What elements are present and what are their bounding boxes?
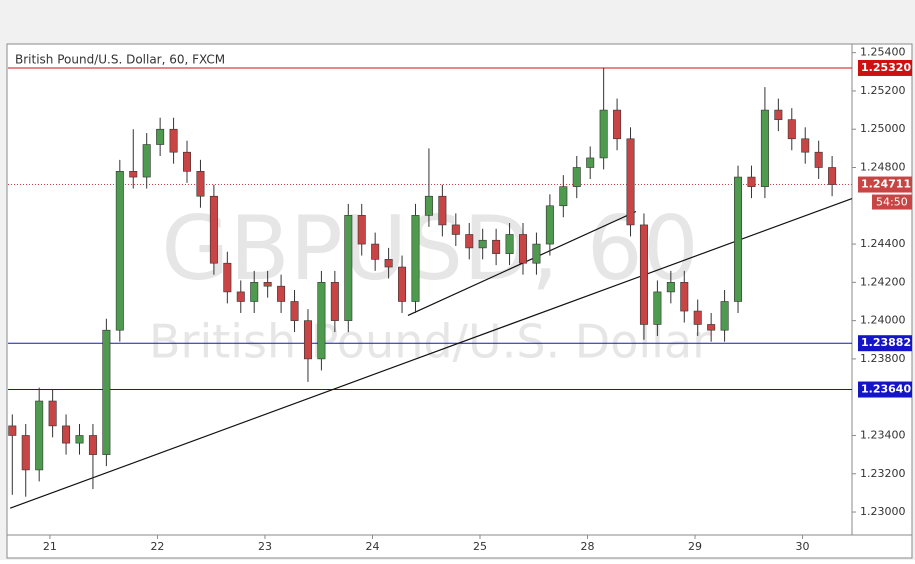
- y-tick-label: 1.25400: [860, 46, 906, 59]
- candle-body: [102, 329, 111, 455]
- candle-body: [760, 109, 769, 187]
- candle-body: [465, 234, 474, 249]
- candle-body: [586, 157, 595, 168]
- candle-body: [62, 425, 71, 444]
- x-tick-label: 28: [581, 540, 595, 553]
- candle-body: [236, 291, 245, 302]
- candle-body: [330, 282, 339, 321]
- candle-body: [290, 301, 299, 321]
- candle-body: [411, 215, 420, 302]
- candle-body: [250, 282, 259, 302]
- y-tick-label: 1.25200: [860, 84, 906, 97]
- candle-body: [680, 282, 689, 312]
- y-tick-label: 1.23200: [860, 467, 906, 480]
- candle-body: [156, 128, 165, 145]
- candle-body: [693, 310, 702, 325]
- candle-body: [801, 138, 810, 153]
- candle-body: [424, 195, 433, 216]
- candle-body: [707, 324, 716, 331]
- candle-body: [35, 400, 44, 471]
- y-tick-label: 1.24800: [860, 161, 906, 174]
- candle-body: [384, 259, 393, 268]
- candle-body: [814, 151, 823, 168]
- candle-body: [478, 239, 487, 249]
- candle-body: [519, 234, 527, 264]
- y-tick-label: 1.23000: [860, 505, 906, 518]
- candle-body: [572, 167, 581, 187]
- level-label-box: [858, 59, 912, 76]
- candle-body: [787, 119, 796, 140]
- countdown-box: [872, 194, 912, 210]
- level-label-box: [858, 335, 912, 352]
- candle-body: [639, 224, 648, 325]
- x-tick-label: 21: [43, 540, 57, 553]
- candle-body: [317, 282, 326, 360]
- y-tick-label: 1.24200: [860, 275, 906, 288]
- candle-body: [653, 291, 662, 325]
- candle-body: [8, 425, 17, 436]
- candle-body: [599, 109, 608, 159]
- level-label-box: [858, 381, 912, 398]
- candle-body: [209, 195, 218, 264]
- candle-body: [142, 144, 151, 178]
- level-label: 1.23640: [861, 383, 911, 396]
- x-tick-label: 23: [258, 540, 272, 553]
- candle-body: [357, 215, 366, 245]
- countdown: 54:50: [876, 196, 908, 209]
- candle-body: [75, 435, 84, 444]
- x-tick-label: 25: [473, 540, 487, 553]
- candle-body: [344, 215, 353, 321]
- candle-body: [545, 205, 554, 245]
- candle-body: [371, 243, 380, 260]
- x-tick-label: 29: [688, 540, 702, 553]
- candle-body: [183, 151, 192, 172]
- x-tick-label: 22: [150, 540, 164, 553]
- level-label: 1.25320: [861, 61, 911, 74]
- candle-body: [828, 167, 837, 185]
- chart-title: British Pound/U.S. Dollar, 60, FXCM: [15, 53, 225, 67]
- candle-body: [21, 435, 30, 471]
- candle-body: [720, 301, 729, 331]
- x-tick-label: 30: [796, 540, 810, 553]
- candle-body: [88, 435, 97, 455]
- candle-body: [115, 171, 124, 331]
- trend-line: [9, 197, 853, 509]
- candle-body: [196, 171, 205, 197]
- level-label: 1.23882: [861, 336, 911, 349]
- candle-body: [747, 176, 756, 187]
- candle-body: [774, 109, 783, 120]
- candle-body: [666, 282, 675, 293]
- candle-body: [734, 176, 743, 302]
- candle-body: [303, 320, 312, 360]
- y-tick-label: 1.24000: [860, 314, 906, 327]
- candle-body: [48, 400, 57, 427]
- y-tick-label: 1.24400: [860, 237, 906, 250]
- y-tick-label: 1.25000: [860, 122, 906, 135]
- candle-body: [277, 285, 286, 302]
- candle-body: [223, 262, 232, 293]
- price-label: 1.24711: [861, 178, 911, 191]
- candle-body: [169, 128, 178, 153]
- watermark-name: British Pound/U.S. Dollar: [149, 315, 711, 369]
- chart-frame: [6, 43, 913, 559]
- candle-body: [263, 282, 272, 287]
- candle-body: [438, 195, 447, 226]
- candle-body: [626, 138, 635, 226]
- candle-body: [559, 186, 568, 207]
- candle-body: [398, 266, 407, 302]
- candle-body: [613, 109, 622, 140]
- candle-body: [129, 171, 138, 178]
- y-tick-label: 1.23400: [860, 428, 906, 441]
- candle-body: [451, 224, 460, 235]
- candle-body: [505, 234, 514, 254]
- price-label-box: [858, 176, 912, 193]
- candle-body: [492, 239, 501, 254]
- y-tick-label: 1.23800: [860, 352, 906, 365]
- x-tick-label: 24: [365, 540, 379, 553]
- candle-body: [532, 243, 541, 264]
